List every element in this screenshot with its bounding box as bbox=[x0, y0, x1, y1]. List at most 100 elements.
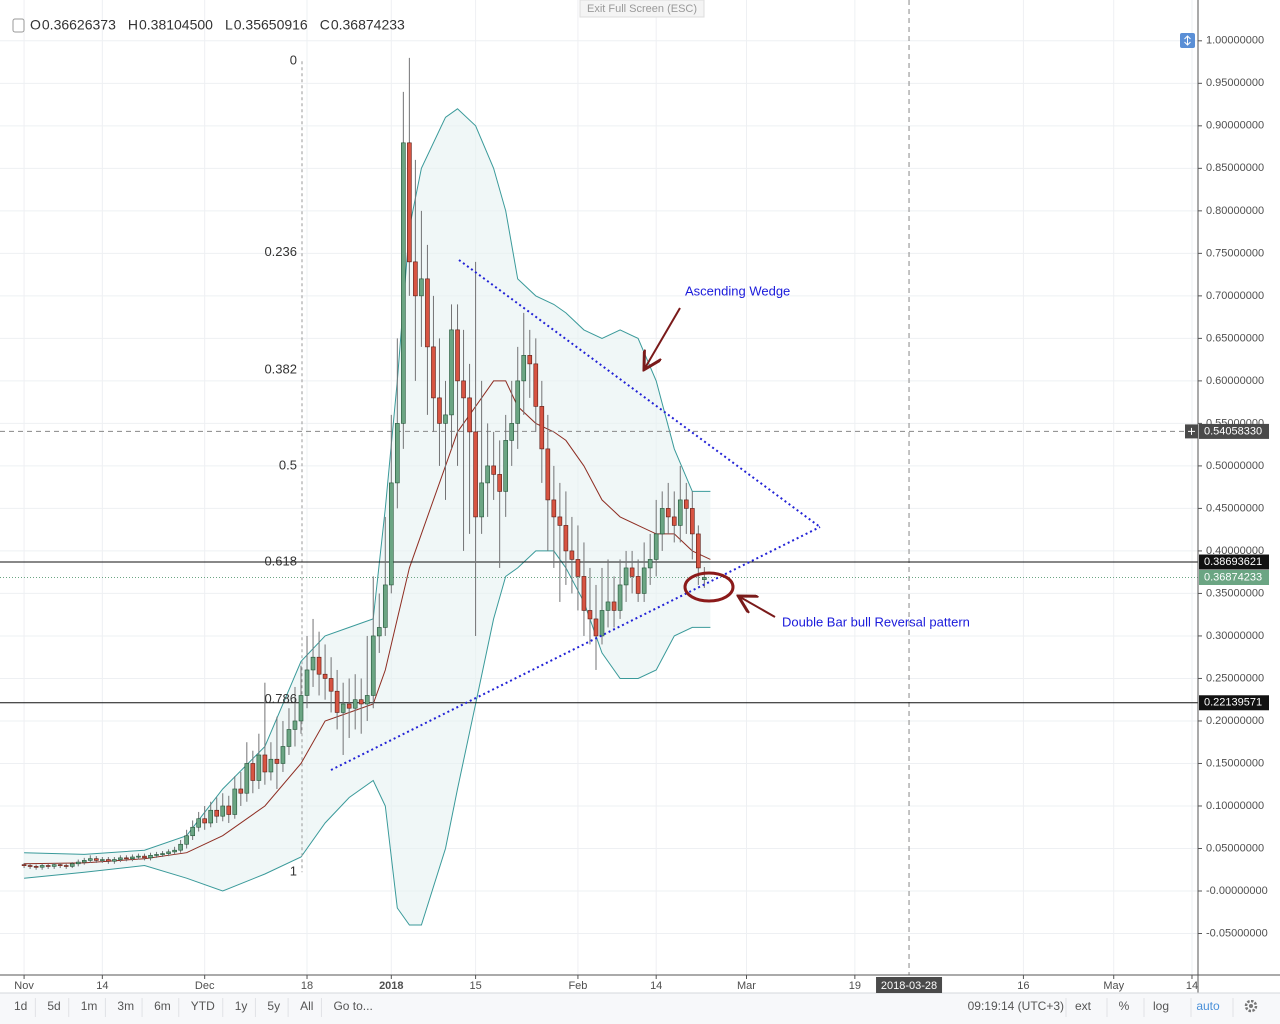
candle-body bbox=[581, 576, 587, 611]
candle-body bbox=[677, 499, 683, 526]
candle-body bbox=[389, 482, 394, 586]
candle-body bbox=[190, 826, 195, 837]
settings-icon[interactable] bbox=[1244, 999, 1258, 1013]
candle-body bbox=[136, 855, 141, 858]
candle-body bbox=[124, 857, 129, 860]
candle-body bbox=[166, 851, 171, 854]
candle-body bbox=[298, 695, 304, 722]
candle-body bbox=[671, 516, 677, 526]
candle-body bbox=[461, 380, 466, 399]
candle-body bbox=[262, 754, 268, 773]
candle-body bbox=[27, 865, 33, 867]
range-button[interactable]: YTD bbox=[191, 999, 215, 1013]
x-tick-label: May bbox=[1103, 980, 1124, 992]
y-tick-label: 0.75000000 bbox=[1206, 247, 1264, 259]
scale-icon-glyph bbox=[1184, 35, 1191, 46]
fib-label: 0.786 bbox=[264, 691, 297, 706]
x-tick-label: Mar bbox=[737, 980, 756, 992]
candle-body bbox=[244, 763, 250, 794]
option-button[interactable]: % bbox=[1119, 999, 1130, 1013]
option-button[interactable]: ext bbox=[1075, 999, 1092, 1013]
candle-body bbox=[280, 746, 286, 764]
exit-fullscreen-label[interactable]: Exit Full Screen (ESC) bbox=[587, 3, 697, 15]
candle-body bbox=[407, 142, 412, 263]
candle-body bbox=[69, 863, 75, 867]
candle-body bbox=[376, 627, 382, 637]
candle-body bbox=[57, 864, 63, 866]
x-tick-label: 14 bbox=[1186, 980, 1198, 992]
candle-body bbox=[690, 508, 695, 535]
candle-body bbox=[539, 406, 545, 450]
axes: 1.00000000 0.95000000 0.90000000 0.85000000… bbox=[14, 35, 1269, 993]
candle-body bbox=[154, 854, 159, 856]
range-button[interactable]: 3m bbox=[117, 999, 134, 1013]
fib-label: 1 bbox=[290, 864, 297, 879]
legend-key: L bbox=[225, 17, 233, 33]
candle-body bbox=[334, 690, 340, 713]
candle-body bbox=[455, 329, 460, 382]
legend-key: C bbox=[320, 17, 330, 33]
candle-body bbox=[635, 576, 641, 594]
candle-body bbox=[382, 584, 388, 628]
range-button[interactable]: 1y bbox=[235, 999, 248, 1013]
candle-body bbox=[118, 857, 123, 860]
crosshair-add-glyph bbox=[1188, 427, 1195, 435]
candle-body bbox=[617, 584, 623, 611]
last-price-tag-bg bbox=[1199, 569, 1269, 585]
candle-body bbox=[250, 763, 256, 781]
candle-body bbox=[316, 656, 322, 675]
x-tick-label: Dec bbox=[195, 980, 215, 992]
option-button[interactable]: log bbox=[1153, 999, 1169, 1013]
candle-body bbox=[328, 678, 334, 692]
candle-body bbox=[563, 525, 569, 552]
goto-button[interactable]: Go to... bbox=[333, 999, 372, 1013]
option-button[interactable]: auto bbox=[1196, 999, 1220, 1013]
range-button[interactable]: 5y bbox=[267, 999, 280, 1013]
candle-body bbox=[94, 858, 99, 861]
candle-body bbox=[611, 601, 617, 611]
pattern-arrow bbox=[740, 597, 776, 618]
candle-body bbox=[196, 818, 201, 828]
candle-body bbox=[683, 499, 689, 509]
candle-body bbox=[521, 355, 527, 382]
y-tick-label: 0.65000000 bbox=[1206, 332, 1264, 344]
candle-body bbox=[569, 550, 575, 560]
candle-body bbox=[659, 508, 665, 535]
last-price-tag: 0.36874233 bbox=[1204, 571, 1262, 583]
price-line-tag: 0.22139571 bbox=[1204, 697, 1262, 709]
candle-body bbox=[268, 758, 274, 773]
candle-body bbox=[509, 423, 515, 441]
candle-body bbox=[148, 854, 153, 859]
symbol-icon[interactable] bbox=[12, 18, 25, 33]
band-lower bbox=[24, 550, 711, 926]
crosshair-price-tag: 0.54058330 bbox=[1204, 425, 1262, 437]
candle-body bbox=[232, 788, 238, 815]
legend-value: 0.36626373 bbox=[42, 17, 116, 33]
fib-label: 0.618 bbox=[264, 553, 297, 568]
candle-body bbox=[238, 788, 244, 794]
range-button[interactable]: 1m bbox=[81, 999, 98, 1013]
y-tick-label: 0.95000000 bbox=[1206, 77, 1264, 89]
candle-body bbox=[81, 860, 87, 863]
y-tick-label: 0.60000000 bbox=[1206, 375, 1264, 387]
range-button[interactable]: All bbox=[300, 999, 313, 1013]
candle-body bbox=[160, 853, 165, 855]
annotation: Ascending Wedge bbox=[685, 283, 790, 298]
x-tick-label: 15 bbox=[469, 980, 481, 992]
y-tick-label: 0.40000000 bbox=[1206, 545, 1264, 557]
wedge-arrow bbox=[645, 307, 681, 368]
fib-label: 0 bbox=[290, 53, 297, 68]
range-button[interactable]: 1d bbox=[14, 999, 27, 1013]
candle-body bbox=[443, 414, 448, 424]
candle-body bbox=[545, 448, 551, 501]
x-tick-label: 16 bbox=[1017, 980, 1029, 992]
candle-body bbox=[304, 669, 310, 696]
crosshair-time-bg bbox=[876, 977, 943, 993]
range-button[interactable]: 5d bbox=[47, 999, 60, 1013]
clock: 09:19:14 (UTC+3) bbox=[968, 999, 1064, 1013]
candle-body bbox=[593, 618, 599, 637]
y-tick-label: -0.05000000 bbox=[1206, 927, 1268, 939]
exit-fullscreen-button[interactable] bbox=[579, 0, 705, 18]
annotation: Double Bar bull Reversal pattern bbox=[782, 614, 970, 629]
range-button[interactable]: 6m bbox=[154, 999, 171, 1013]
